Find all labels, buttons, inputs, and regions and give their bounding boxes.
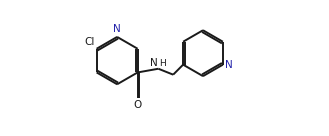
Text: N: N [150,58,158,68]
Text: Cl: Cl [85,37,95,47]
Text: O: O [134,100,142,110]
Text: N: N [225,60,232,70]
Text: H: H [159,59,165,68]
Text: N: N [113,24,121,34]
